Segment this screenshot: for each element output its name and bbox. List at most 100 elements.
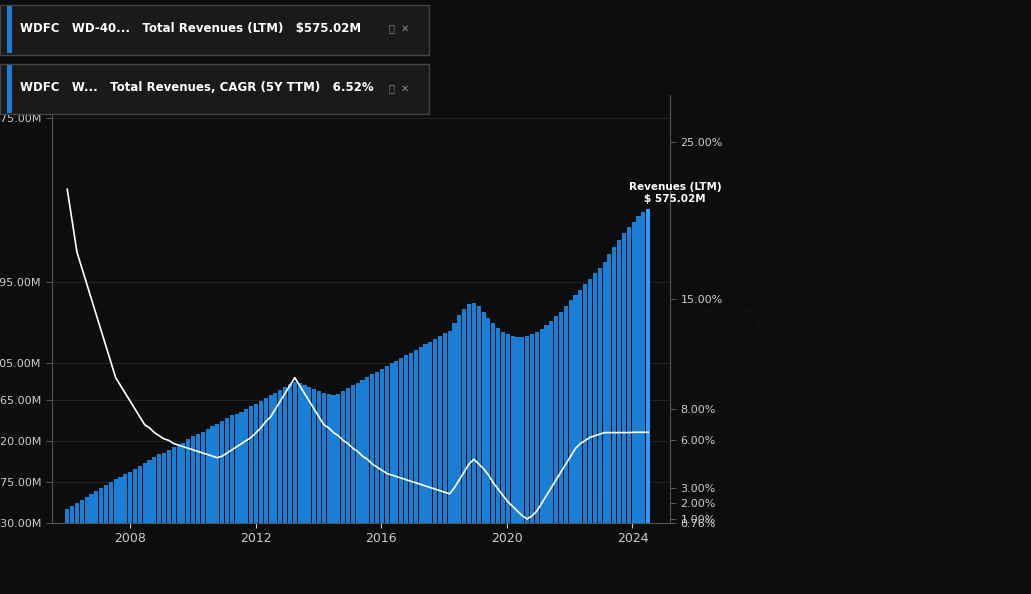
Bar	[554, 316, 558, 594]
Bar	[94, 491, 98, 594]
Bar	[501, 331, 505, 594]
Bar	[447, 331, 452, 594]
Bar	[302, 386, 306, 594]
Bar	[278, 390, 282, 594]
Bar	[462, 309, 466, 594]
Bar	[442, 333, 446, 594]
Bar	[346, 388, 351, 594]
Bar	[409, 353, 413, 594]
Text: 🗂  ✕: 🗂 ✕	[389, 24, 409, 33]
Bar	[428, 342, 432, 594]
Bar	[79, 500, 84, 594]
Bar	[235, 413, 239, 594]
Bar	[458, 315, 462, 594]
Bar	[467, 304, 471, 594]
Bar	[259, 401, 263, 594]
Bar	[167, 450, 171, 594]
Bar	[230, 415, 234, 594]
Bar	[113, 479, 118, 594]
Bar	[375, 372, 379, 594]
Bar	[273, 393, 277, 594]
Bar	[327, 394, 331, 594]
Bar	[365, 377, 369, 594]
Bar	[99, 488, 103, 594]
Bar	[317, 391, 321, 594]
Bar	[108, 482, 112, 594]
Bar	[438, 336, 442, 594]
Bar	[70, 506, 74, 594]
Bar	[433, 339, 437, 594]
Bar	[578, 290, 583, 594]
Text: Revenues (LTM)
$ 575.02M: Revenues (LTM) $ 575.02M	[629, 182, 722, 204]
Bar	[298, 384, 302, 594]
Bar	[124, 475, 128, 594]
Text: WDFC   W...   Total Revenues, CAGR (5Y TTM)   6.52%: WDFC W... Total Revenues, CAGR (5Y TTM) …	[21, 81, 373, 94]
Bar	[172, 447, 176, 594]
Bar	[419, 347, 423, 594]
Bar	[395, 361, 399, 594]
Bar	[476, 306, 480, 594]
Bar	[312, 389, 317, 594]
Bar	[618, 240, 622, 594]
Bar	[636, 216, 640, 594]
Bar	[385, 366, 389, 594]
Bar	[288, 384, 292, 594]
Bar	[496, 328, 500, 594]
Bar	[176, 444, 180, 594]
Bar	[191, 436, 195, 594]
Bar	[138, 466, 142, 594]
Bar	[491, 324, 495, 594]
Bar	[90, 494, 94, 594]
Bar	[559, 312, 563, 594]
Bar	[205, 429, 209, 594]
Bar	[544, 326, 548, 594]
Bar	[564, 306, 568, 594]
Bar	[293, 382, 297, 594]
Bar	[641, 211, 645, 594]
Bar	[404, 355, 408, 594]
Bar	[153, 457, 157, 594]
Bar	[588, 279, 592, 594]
Bar	[142, 463, 146, 594]
Bar	[413, 350, 418, 594]
Bar	[220, 421, 224, 594]
Bar	[453, 323, 457, 594]
Bar	[399, 358, 403, 594]
Bar	[472, 302, 476, 594]
Bar	[584, 285, 588, 594]
Bar	[215, 424, 220, 594]
Bar	[250, 406, 254, 594]
Bar	[598, 268, 602, 594]
Bar	[569, 300, 573, 594]
Bar	[336, 393, 340, 594]
Text: WDFC   WD-40...   Total Revenues (LTM)   $575.02M: WDFC WD-40... Total Revenues (LTM) $575.…	[21, 22, 361, 35]
Bar	[75, 503, 79, 594]
Bar	[632, 222, 636, 594]
Bar	[573, 295, 577, 594]
Bar	[602, 261, 606, 594]
Bar	[264, 398, 268, 594]
Bar	[539, 329, 543, 594]
Bar	[196, 434, 200, 594]
Bar	[612, 247, 617, 594]
Bar	[530, 334, 534, 594]
FancyBboxPatch shape	[7, 6, 12, 53]
Bar	[356, 383, 360, 594]
Bar	[65, 509, 69, 594]
Bar	[254, 403, 258, 594]
Bar	[147, 460, 152, 594]
Bar	[607, 254, 611, 594]
Bar	[510, 336, 514, 594]
Bar	[244, 409, 248, 594]
Bar	[361, 380, 365, 594]
Bar	[525, 336, 529, 594]
Bar	[424, 345, 428, 594]
Bar	[284, 387, 288, 594]
Bar	[487, 318, 491, 594]
Bar	[187, 439, 191, 594]
Bar	[627, 227, 631, 594]
Bar	[201, 432, 205, 594]
Bar	[331, 396, 335, 594]
FancyBboxPatch shape	[0, 5, 429, 55]
Bar	[622, 233, 626, 594]
